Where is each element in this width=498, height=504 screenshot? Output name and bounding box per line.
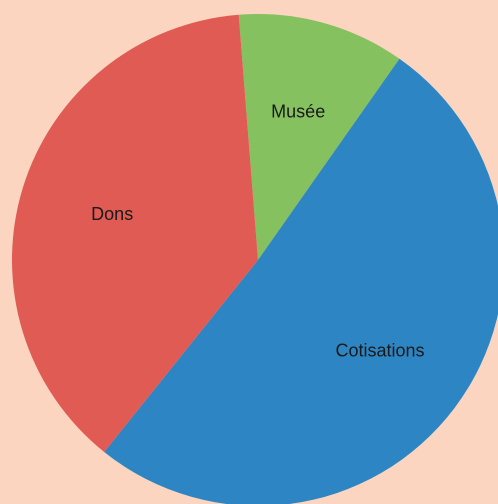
pie-slice-cotisations <box>104 58 498 504</box>
pie-slice-musee <box>238 14 400 260</box>
pie-label-musee: Musée <box>271 102 325 122</box>
pie-slices <box>11 14 498 504</box>
pie-labels: Musée Cotisations Dons <box>91 102 424 361</box>
pie-label-cotisations: Cotisations <box>335 340 424 360</box>
pie-slice-dons <box>11 14 258 452</box>
pie-label-dons: Dons <box>91 204 133 224</box>
